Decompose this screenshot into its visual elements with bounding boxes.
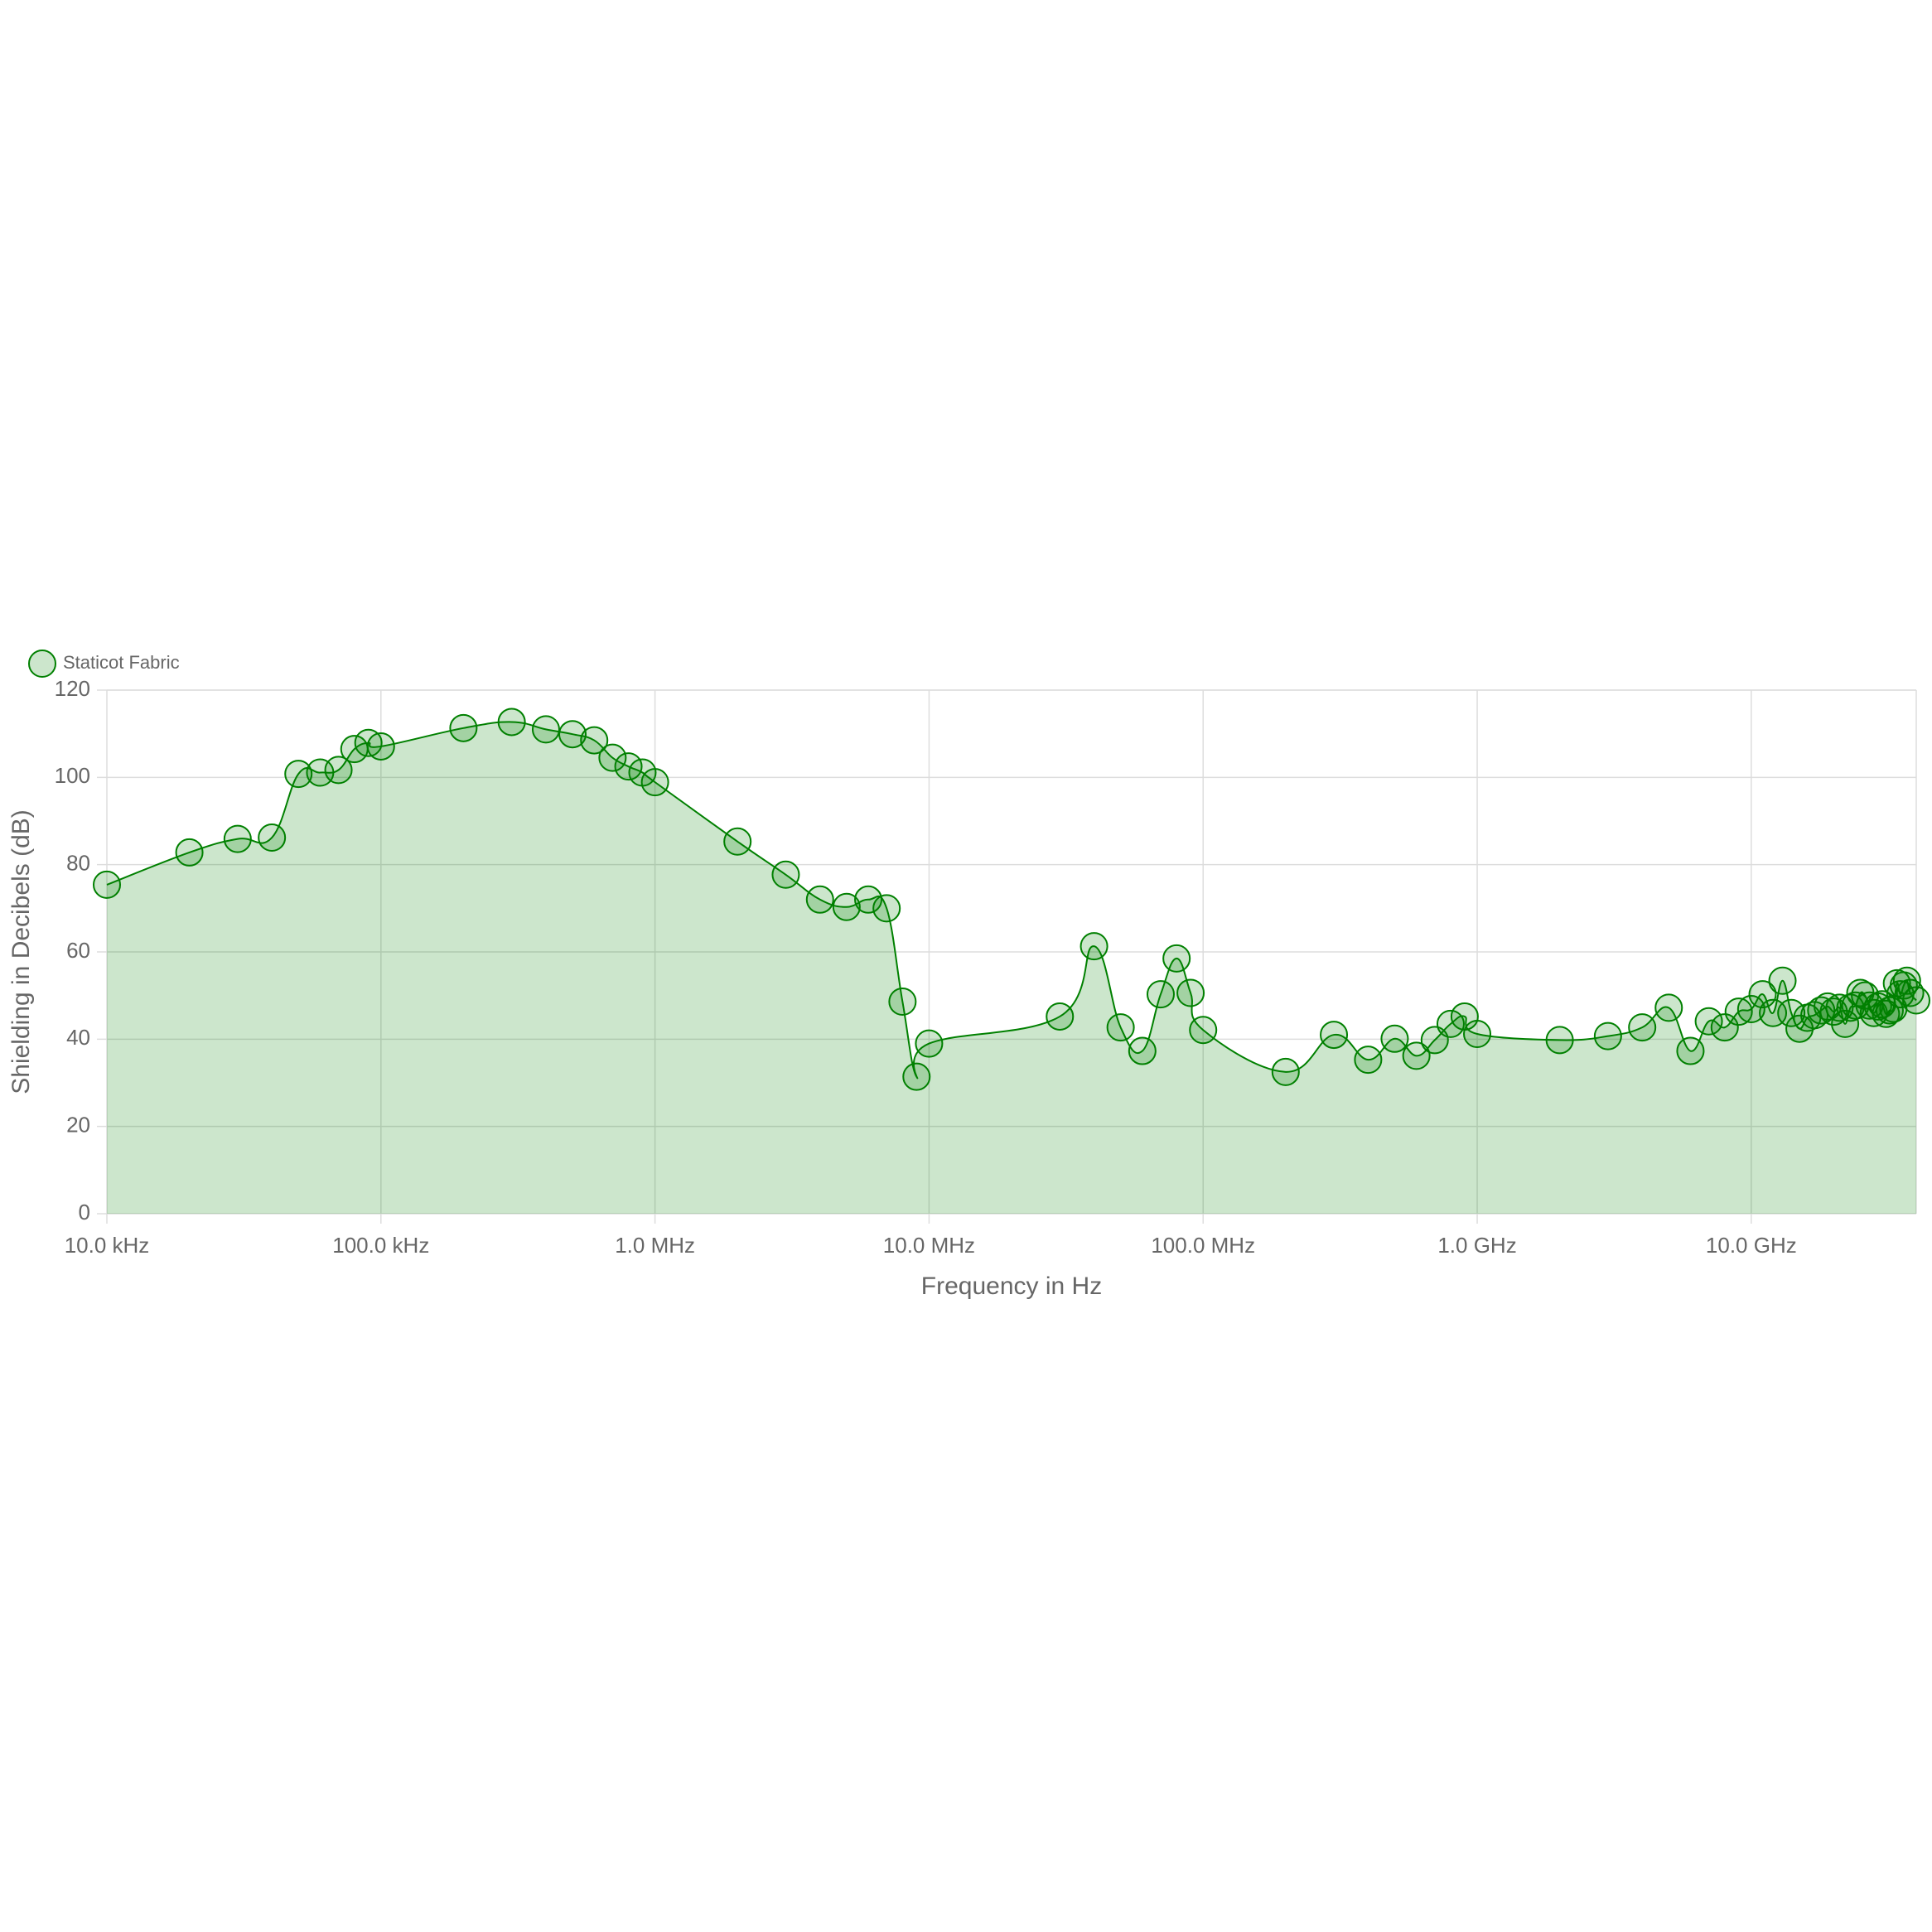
point — [1106, 1013, 1135, 1042]
legend-marker — [28, 650, 56, 678]
point — [1080, 932, 1108, 961]
point — [1128, 1036, 1157, 1065]
x-tick-label: 100.0 kHz — [332, 1233, 429, 1258]
point — [598, 743, 627, 772]
point — [175, 838, 204, 867]
point — [902, 1062, 931, 1091]
point — [640, 768, 669, 797]
point — [258, 824, 287, 852]
point — [1162, 944, 1191, 973]
point — [1768, 966, 1797, 995]
point — [915, 1029, 944, 1058]
point — [1902, 986, 1930, 1015]
point — [1628, 1013, 1657, 1042]
point — [1777, 998, 1806, 1027]
point — [284, 760, 313, 789]
point — [805, 885, 834, 914]
point — [531, 715, 560, 744]
point — [1354, 1046, 1383, 1075]
point — [1436, 1009, 1465, 1038]
x-tick-label: 10.0 GHz — [1706, 1233, 1797, 1258]
point — [1710, 1013, 1739, 1042]
point — [1380, 1024, 1409, 1053]
point — [1046, 1002, 1075, 1031]
point — [324, 756, 353, 785]
point — [580, 726, 609, 755]
point — [1872, 999, 1901, 1028]
point — [223, 824, 252, 853]
y-tick-label: 60 — [66, 938, 90, 963]
x-tick-label: 10.0 MHz — [883, 1233, 975, 1258]
point — [872, 894, 901, 923]
x-axis-title: Frequency in Hz — [921, 1273, 1102, 1300]
point — [888, 988, 917, 1017]
point — [306, 758, 335, 787]
x-tick-label: 100.0 MHz — [1151, 1233, 1255, 1258]
y-tick-label: 120 — [55, 676, 90, 701]
point — [449, 713, 478, 742]
point — [1463, 1020, 1492, 1049]
point — [854, 885, 883, 914]
point — [366, 732, 395, 761]
point — [93, 870, 121, 899]
point — [1271, 1057, 1300, 1086]
y-tick-label: 100 — [55, 763, 90, 788]
x-tick-label: 1.0 MHz — [615, 1233, 695, 1258]
point — [1545, 1026, 1574, 1055]
point — [1176, 978, 1205, 1007]
point — [832, 892, 861, 921]
y-axis-title: Shielding in Decibels (dB) — [7, 809, 35, 1094]
point — [614, 752, 643, 781]
area-fill — [107, 722, 1916, 1214]
x-tick-label: 10.0 kHz — [65, 1233, 150, 1258]
point — [1593, 1022, 1622, 1051]
y-tick-label: 40 — [66, 1025, 90, 1050]
point — [1831, 1009, 1860, 1038]
y-tick-label: 0 — [79, 1200, 90, 1224]
point — [1146, 980, 1175, 1009]
point — [558, 720, 587, 749]
y-tick-label: 80 — [66, 851, 90, 876]
point — [1694, 1007, 1723, 1036]
point — [1189, 1016, 1218, 1045]
point — [1654, 993, 1683, 1022]
point — [1320, 1021, 1349, 1050]
y-tick-label: 20 — [66, 1113, 90, 1137]
legend-label: Staticot Fabric — [63, 652, 180, 673]
point — [771, 860, 800, 889]
point — [497, 708, 526, 737]
point — [1736, 994, 1765, 1023]
x-tick-label: 1.0 GHz — [1437, 1233, 1516, 1258]
point — [1402, 1041, 1431, 1070]
point — [1676, 1036, 1705, 1065]
point — [723, 827, 752, 856]
